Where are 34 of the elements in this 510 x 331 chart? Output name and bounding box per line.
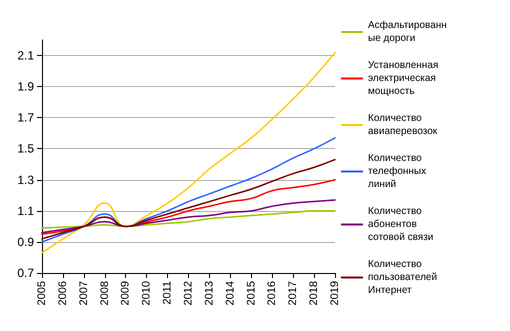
x-tick-label: 2005 (36, 281, 48, 306)
x-tick-label: 2011 (162, 281, 174, 305)
x-tick-label: 2008 (98, 281, 111, 306)
x-tick-label: 2010 (140, 281, 153, 306)
line-series (41, 210, 336, 229)
line-series (41, 52, 336, 254)
line-series (41, 158, 336, 240)
x-tick-label: 2014 (224, 281, 236, 306)
legend-label: Количество телефонных линий (368, 153, 429, 190)
x-tick-label: 2018 (308, 281, 320, 306)
legend-label: Установленная электрическая мощность (368, 60, 442, 97)
x-tick-label: 2015 (245, 281, 258, 306)
y-tick-label: 2.1 (17, 48, 34, 63)
y-tick-label: 0.9 (17, 234, 34, 249)
line-series (41, 199, 336, 234)
legend-label: Количество авиаперевозок (368, 113, 438, 137)
y-tick-label: 1.9 (17, 80, 34, 94)
legend-label: Количество абонентов сотовой связи (368, 206, 434, 243)
x-tick-label: 2013 (203, 281, 216, 306)
y-tick-label: 0.7 (17, 266, 34, 280)
x-tick-label: 2016 (266, 281, 278, 306)
x-tick-label: 2007 (78, 281, 90, 306)
x-tick-label: 2019 (329, 281, 341, 306)
y-tick-label: 1.1 (17, 204, 34, 218)
x-tick-label: 2009 (120, 281, 132, 306)
y-tick-label: 1.5 (17, 142, 34, 156)
x-tick-label: 2012 (182, 281, 194, 306)
x-tick-label: 2017 (287, 281, 300, 306)
line-series (41, 137, 336, 243)
y-tick-label: 1.3 (17, 172, 34, 187)
y-tick-label: 1.7 (17, 110, 34, 125)
legend-label: Количество пользователей Интернет (368, 259, 440, 296)
x-tick-label: 2006 (56, 281, 69, 306)
legend-label: Асфальтированные дороги (368, 20, 447, 44)
